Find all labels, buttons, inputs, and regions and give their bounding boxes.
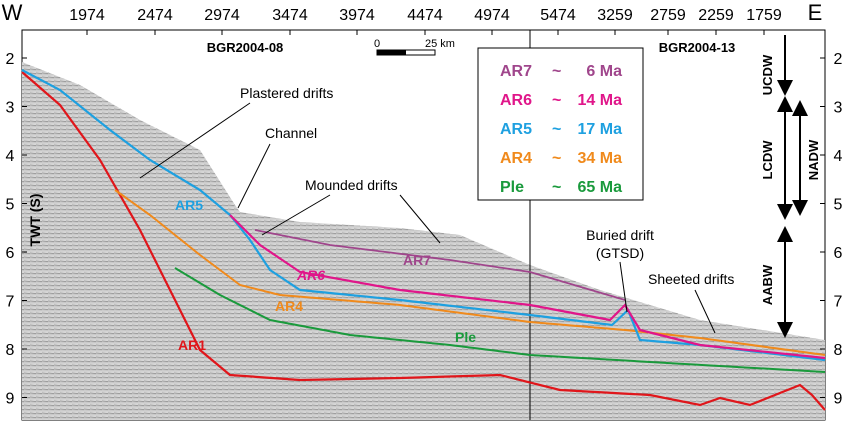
west-label: W	[2, 0, 23, 25]
water-mass: LCDW	[760, 140, 775, 180]
top-tick-label: 1974	[69, 7, 105, 24]
top-axis: W E 1974 2474 2974 3474 3974 4474 4974 5474 3259…	[2, 0, 823, 35]
annotation: Mounded drifts	[305, 177, 398, 193]
y-tick-label: 3	[6, 100, 15, 117]
horizon-label: Ple	[455, 329, 476, 345]
horizon-label: AR6	[296, 267, 325, 283]
top-tick-label: 2259	[698, 7, 734, 24]
legend-name: AR4	[500, 150, 532, 167]
annotation: Buried drift	[586, 227, 654, 243]
y-tick-label: 6	[834, 245, 843, 262]
legend-age: 17 Ma	[578, 121, 623, 138]
legend-name: Ple	[500, 179, 524, 196]
y-tick-label: 9	[834, 391, 843, 408]
top-tick-label: 3474	[272, 7, 308, 24]
water-mass: UCDW	[760, 54, 775, 95]
top-tick-label: 2474	[137, 7, 173, 24]
horizon-labels: AR5 AR4 AR1 AR6 AR7 Ple	[175, 197, 476, 353]
water-mass: AABW	[760, 264, 775, 305]
horizon-ar7	[254, 229, 626, 301]
annotation: Sheeted drifts	[648, 271, 734, 287]
profile-label: BGR2004-13	[659, 40, 736, 55]
horizon-ar5	[21, 69, 826, 362]
y-tick-label: 4	[834, 148, 843, 165]
legend-approx: ~	[552, 179, 561, 196]
scale-label: 0	[374, 38, 380, 50]
legend-box	[477, 47, 644, 201]
y-tick-label: 7	[834, 294, 843, 311]
top-tick-label: 2974	[204, 7, 240, 24]
y-tick-label: 3	[834, 100, 843, 117]
scale-label: 25 km	[425, 38, 455, 50]
y-tick-label: 9	[6, 391, 15, 408]
y-tick-label: 7	[6, 294, 15, 311]
horizon-ar4	[114, 189, 826, 356]
horizon-ar1	[21, 71, 826, 411]
water-mass-labels: UCDW LCDW NADW AABW	[760, 54, 821, 305]
annotation: Plastered drifts	[240, 85, 333, 101]
y-tick-label: 5	[834, 197, 843, 214]
top-tick-label: 3259	[597, 7, 633, 24]
legend-approx: ~	[552, 92, 561, 109]
y-tick-label: 4	[6, 148, 15, 165]
legend-name: AR7	[500, 63, 532, 80]
horizon-label: AR7	[403, 252, 431, 268]
top-tick-label: 2759	[650, 7, 686, 24]
legend-name: AR6	[500, 92, 532, 109]
water-mass-arrows	[777, 35, 808, 338]
horizon-label: AR5	[175, 197, 203, 213]
legend-age: 65 Ma	[578, 179, 623, 196]
horizon-ar6	[229, 214, 826, 360]
annotation: (GTSD)	[596, 245, 644, 261]
east-label: E	[808, 0, 823, 25]
scale-bar: 0 25 km	[374, 38, 455, 56]
horizon-ple	[174, 267, 826, 373]
annotations: Plastered drifts Channel Mounded drifts …	[139, 85, 734, 334]
annotation: Channel	[265, 125, 317, 141]
top-tick-label: 3974	[339, 7, 375, 24]
y-axis-label: TWT (S)	[27, 194, 43, 247]
legend-approx: ~	[552, 63, 561, 80]
horizon-label: AR4	[275, 298, 303, 314]
horizon-label: AR1	[178, 337, 206, 353]
y-tick-label: 6	[6, 245, 15, 262]
top-tick-label: 1759	[746, 7, 782, 24]
top-tick-label: 4474	[407, 7, 443, 24]
seismic-section	[21, 29, 826, 421]
profile-label: BGR2004-08	[207, 40, 284, 55]
top-tick-label: 5474	[540, 7, 576, 24]
legend-age: 6 Ma	[586, 63, 622, 80]
y-tick-label: 5	[6, 197, 15, 214]
y-tick-label: 8	[834, 342, 843, 359]
legend-age: 14 Ma	[578, 92, 623, 109]
legend-approx: ~	[552, 121, 561, 138]
legend-approx: ~	[552, 150, 561, 167]
legend-age: 34 Ma	[578, 150, 623, 167]
legend-name: AR5	[500, 121, 532, 138]
top-tick-label: 4974	[474, 7, 510, 24]
y-tick-label: 2	[6, 51, 15, 68]
y-tick-label: 8	[6, 342, 15, 359]
water-mass: NADW	[806, 139, 821, 180]
y-tick-label: 2	[834, 51, 843, 68]
